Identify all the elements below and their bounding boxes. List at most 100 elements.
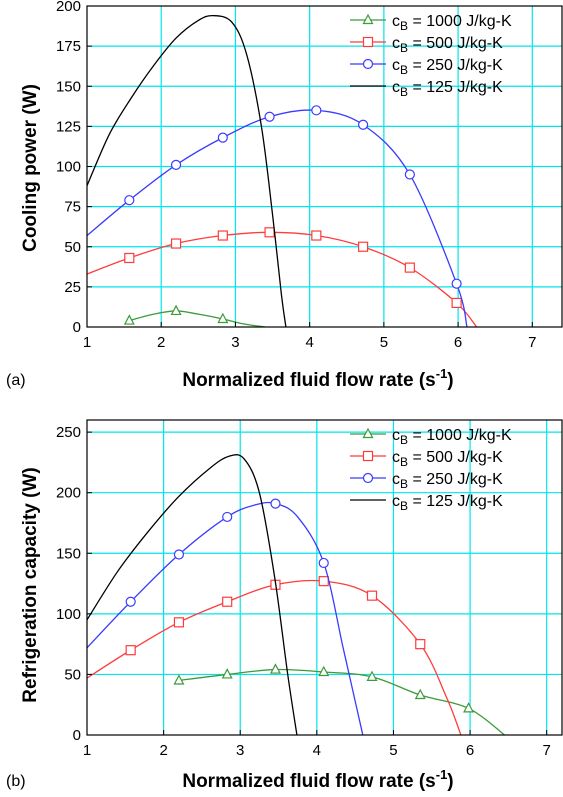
panel-b-point-s1000-4 (366, 670, 378, 681)
panel-a-x-axis-label-sup: -1 (436, 366, 448, 381)
panel-a-legend-label-2: cB = 250 J/kg-K (392, 57, 503, 77)
panel-b-point-s500-4 (318, 576, 329, 587)
panel-a-x-axis-label-main: Normalized fluid flow rate (s (182, 370, 435, 391)
panel-a-series-s125 (87, 14, 287, 327)
panel-b-y-tick-label-3: 150 (56, 545, 81, 562)
panel-b-line-s1000 (178, 668, 505, 735)
panel-b-legend-label-2: cB = 250 J/kg-K (392, 471, 503, 491)
panel-b-legend-item-1: cB = 500 J/kg-K (350, 449, 503, 469)
panel-b-legend: cB = 1000 J/kg-KcB = 500 J/kg-KcB = 250 … (350, 427, 512, 513)
panel-a-point-s250-7 (451, 278, 462, 289)
panel-a-line-s1000 (129, 310, 266, 327)
panel-a-line-s125 (87, 14, 287, 327)
panel-a-point-s500-4 (311, 230, 322, 241)
panel-a-x-tick-label-1: 2 (157, 334, 165, 351)
panel-a-legend-label-0: cB = 1000 J/kg-K (392, 13, 512, 33)
panel-b-frame (86, 419, 563, 736)
panel-b-x-axis-label-main: Normalized fluid flow rate (s (182, 771, 435, 792)
panel-b-series (87, 454, 505, 735)
panel-b-legend-item-2: cB = 250 J/kg-K (350, 471, 503, 491)
panel-b-point-s500-6 (415, 639, 426, 650)
panel-a-series (87, 14, 478, 327)
panel-b-legend-label-1: cB = 500 J/kg-K (392, 449, 503, 469)
panel-b-point-s500-2 (222, 596, 233, 607)
panel-b-y-tick-label-1: 50 (64, 666, 81, 683)
panel-a-point-s250-3 (264, 111, 275, 122)
panel-a-x-axis-label: Normalized fluid flow rate (s-1) (182, 366, 453, 391)
panel-b-x-tick-label-6: 7 (543, 742, 551, 759)
panel-b-point-s250-1 (173, 549, 185, 560)
panel-a-x-tick-label-2: 3 (231, 334, 239, 351)
panel-a-x-tick-label-4: 5 (380, 334, 388, 351)
panel-b-point-s250-4 (318, 557, 329, 569)
panel-a-y-tick-label-6: 150 (56, 78, 81, 95)
panel-b-y-tick-label-0: 0 (73, 727, 81, 744)
panel-b-series-s250 (87, 498, 364, 735)
panel-a-point-s1000-1 (170, 304, 182, 316)
panel-b-point-s1000-0 (173, 674, 185, 685)
panel-a-x-axis-label-close: ) (447, 370, 453, 391)
panel-a-point-s250-5 (357, 119, 369, 130)
panel-a-legend: cB = 1000 J/kg-KcB = 500 J/kg-KcB = 250 … (350, 13, 512, 99)
panel-b-series-s1000 (173, 663, 505, 735)
panel-a-point-s250-2 (217, 132, 228, 143)
panel-b-x-axis-label-close: ) (447, 771, 453, 792)
panel-b-legend-label-0: cB = 1000 J/kg-K (392, 427, 512, 447)
panel-a-series-s1000 (123, 304, 266, 327)
panel-b-y-axis-label: Refrigeration capacity (W) (20, 467, 41, 702)
panel-a-label: (a) (6, 372, 26, 389)
panel-a-y-tick-label-4: 100 (56, 159, 81, 176)
panel-b-point-s500-1 (173, 617, 185, 628)
panel-a-chart: 1 2 3 4 5 6 7 0 25 50 75 100 125 150 175 200 cB = 1000… (6, 0, 563, 391)
panel-b-point-s1000-6 (463, 702, 475, 713)
panel-b-x-tick-label-3: 4 (313, 742, 321, 759)
panel-a-point-s250-4 (311, 105, 322, 116)
panel-a-point-s1000-2 (217, 312, 229, 324)
panel-b-series-s125 (87, 454, 298, 735)
panel-a-legend-item-0: cB = 1000 J/kg-K (350, 13, 512, 33)
panel-b-point-s1000-2 (269, 663, 281, 674)
panel-b-legend-item-0: cB = 1000 J/kg-K (350, 427, 512, 447)
panel-a-point-s500-5 (357, 241, 369, 252)
panel-a-x-tick-label-0: 1 (83, 334, 91, 351)
panel-a-point-s500-1 (170, 238, 182, 249)
panel-b-y-tick-label-2: 100 (56, 606, 81, 623)
panel-b-legend-label-3: cB = 125 J/kg-K (392, 493, 503, 513)
panel-a-legend-marker-1 (362, 36, 374, 48)
panel-a-legend-marker-0 (362, 13, 374, 25)
panel-a-y-tick-label-7: 175 (56, 38, 81, 55)
panel-a-legend-label-3: cB = 125 J/kg-K (392, 79, 503, 99)
panel-a-series-s500 (87, 227, 478, 327)
panel-a-y-tick-label-2: 50 (64, 239, 81, 256)
panel-b-chart: 1 2 3 4 5 6 7 0 50 100 150 200 250 cB = 1000 J/kg-K… (6, 419, 563, 792)
panel-a-x-ticks: 1 2 3 4 5 6 7 (83, 322, 536, 351)
panel-a-point-s500-2 (217, 230, 228, 241)
panel-a-point-s250-0 (124, 195, 135, 206)
panel-a-y-tick-label-5: 125 (56, 118, 81, 135)
panel-a-line-s500 (87, 231, 478, 327)
panel-a-legend-item-2: cB = 250 J/kg-K (350, 57, 503, 77)
panel-a-x-tick-label-6: 7 (528, 334, 536, 351)
panel-b-legend-marker-0 (362, 427, 374, 439)
panel-b-x-tick-label-2: 3 (236, 742, 244, 759)
panel-a-y-axis-label: Cooling power (W) (20, 84, 41, 252)
panel-b-legend-marker-2 (362, 472, 374, 484)
panel-b-label: (b) (6, 773, 26, 790)
panel-b-point-s250-3 (270, 498, 281, 509)
panel-a-legend-item-3: cB = 125 J/kg-K (350, 79, 503, 99)
panel-a-point-s500-0 (124, 252, 135, 264)
panel-a-y-ticks: 0 25 50 75 100 125 150 175 200 (56, 0, 92, 336)
panel-a-point-s1000-0 (123, 314, 135, 325)
panel-b-point-s500-0 (125, 645, 136, 656)
panel-b-x-ticks: 1 2 3 4 5 6 7 (83, 730, 551, 759)
panel-b-x-tick-label-1: 2 (159, 742, 167, 759)
panel-b-line-s500 (87, 579, 462, 735)
panel-b-y-ticks: 0 50 100 150 200 250 (56, 424, 92, 744)
panel-a-point-s500-6 (404, 262, 415, 273)
panel-a-x-tick-label-3: 4 (305, 334, 313, 351)
panel-b-point-s250-2 (222, 511, 233, 523)
panel-b-y-tick-label-5: 250 (56, 424, 81, 441)
panel-a-legend-label-1: cB = 500 J/kg-K (392, 35, 503, 55)
panel-b-line-s250 (87, 501, 364, 735)
